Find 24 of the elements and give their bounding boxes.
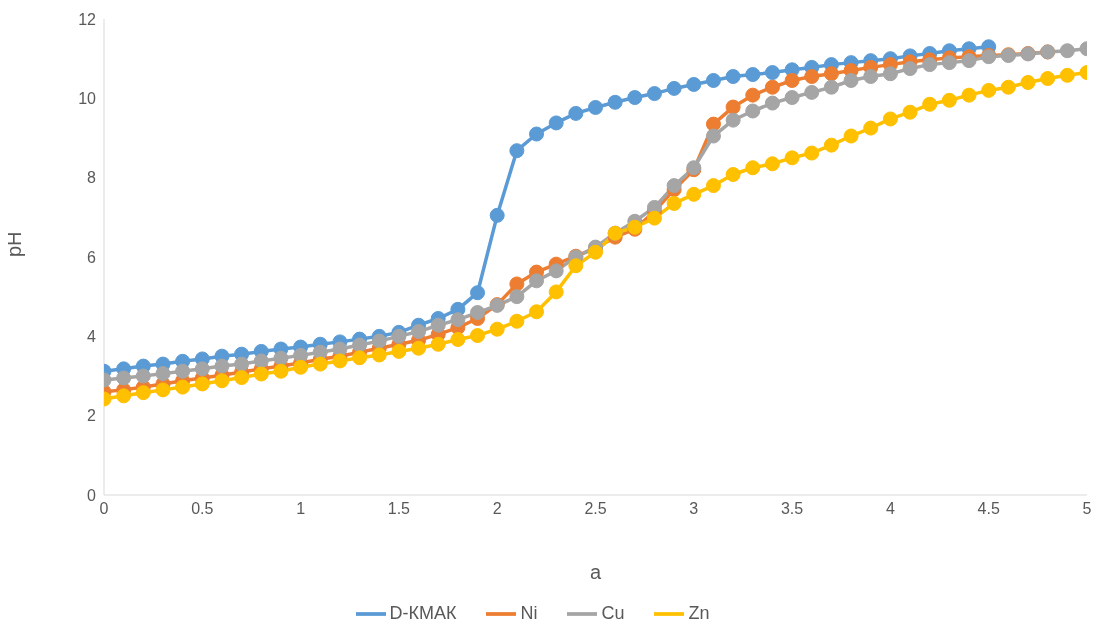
x-tick-label: 3	[689, 500, 699, 518]
legend-label: Cu	[601, 602, 625, 623]
x-axis-title: a	[589, 561, 602, 584]
x-tick-label: 2.5	[584, 500, 607, 518]
y-tick-label: 12	[78, 10, 97, 28]
y-tick-label: 8	[87, 169, 97, 187]
x-tick-label: 3.5	[780, 500, 804, 518]
legend-label: Ni	[520, 602, 538, 623]
y-tick-label: 6	[87, 248, 97, 266]
legend-label: D-КМАК	[389, 602, 457, 623]
x-tick-label: 2	[492, 500, 502, 518]
y-tick-label: 10	[78, 90, 97, 108]
x-tick-label: 4	[885, 500, 895, 518]
y-tick-label: 0	[87, 486, 97, 504]
x-tick-label: 0.5	[191, 500, 214, 518]
x-tick-label: 4.5	[977, 500, 1000, 518]
y-tick-label: 2	[87, 407, 97, 425]
x-tick-label: 5	[1082, 500, 1092, 518]
y-tick-label: 4	[87, 328, 97, 346]
y-axis-title: pH	[3, 231, 26, 257]
x-tick-label: 1	[296, 500, 306, 518]
x-tick-label: 1.5	[387, 500, 411, 518]
legend-label: Zn	[688, 602, 710, 623]
x-tick-label: 0	[99, 500, 109, 518]
